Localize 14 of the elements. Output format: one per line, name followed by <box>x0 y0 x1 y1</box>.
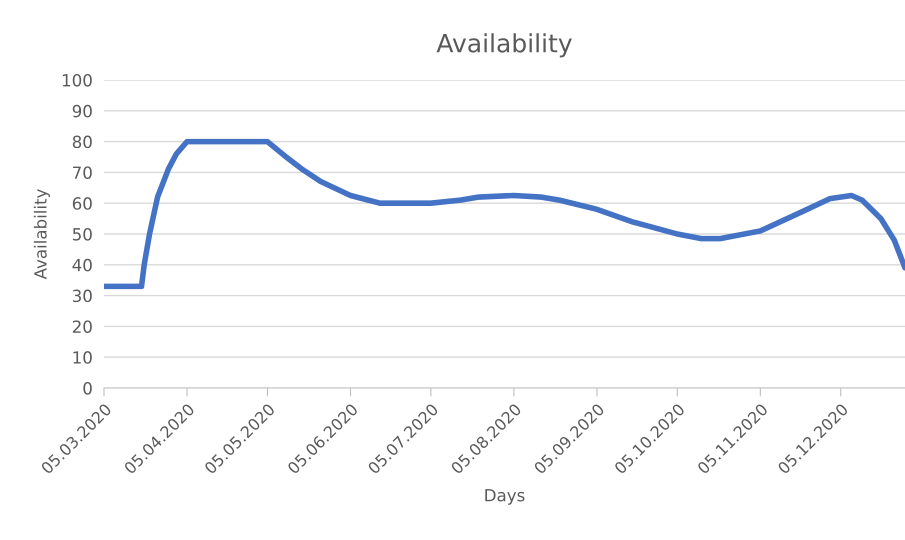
y-tick-label: 100 <box>62 74 92 87</box>
y-tick-label: 70 <box>73 166 92 179</box>
y-tick-label: 40 <box>72 258 92 272</box>
y-axis-title: Availability <box>34 189 50 280</box>
y-tick-label: 0 <box>83 382 92 395</box>
y-tick-label: 10 <box>74 351 92 364</box>
y-tick-label: 50 <box>72 228 92 241</box>
x-axis-title: Days <box>485 489 524 505</box>
y-tick-label: 20 <box>72 320 92 333</box>
y-tick-label: 30 <box>72 290 92 302</box>
y-tick-label: 60 <box>72 197 92 210</box>
y-tick-label: 80 <box>72 136 92 148</box>
y-tick-label: 90 <box>72 104 92 118</box>
chart-title: Availability <box>436 33 572 58</box>
